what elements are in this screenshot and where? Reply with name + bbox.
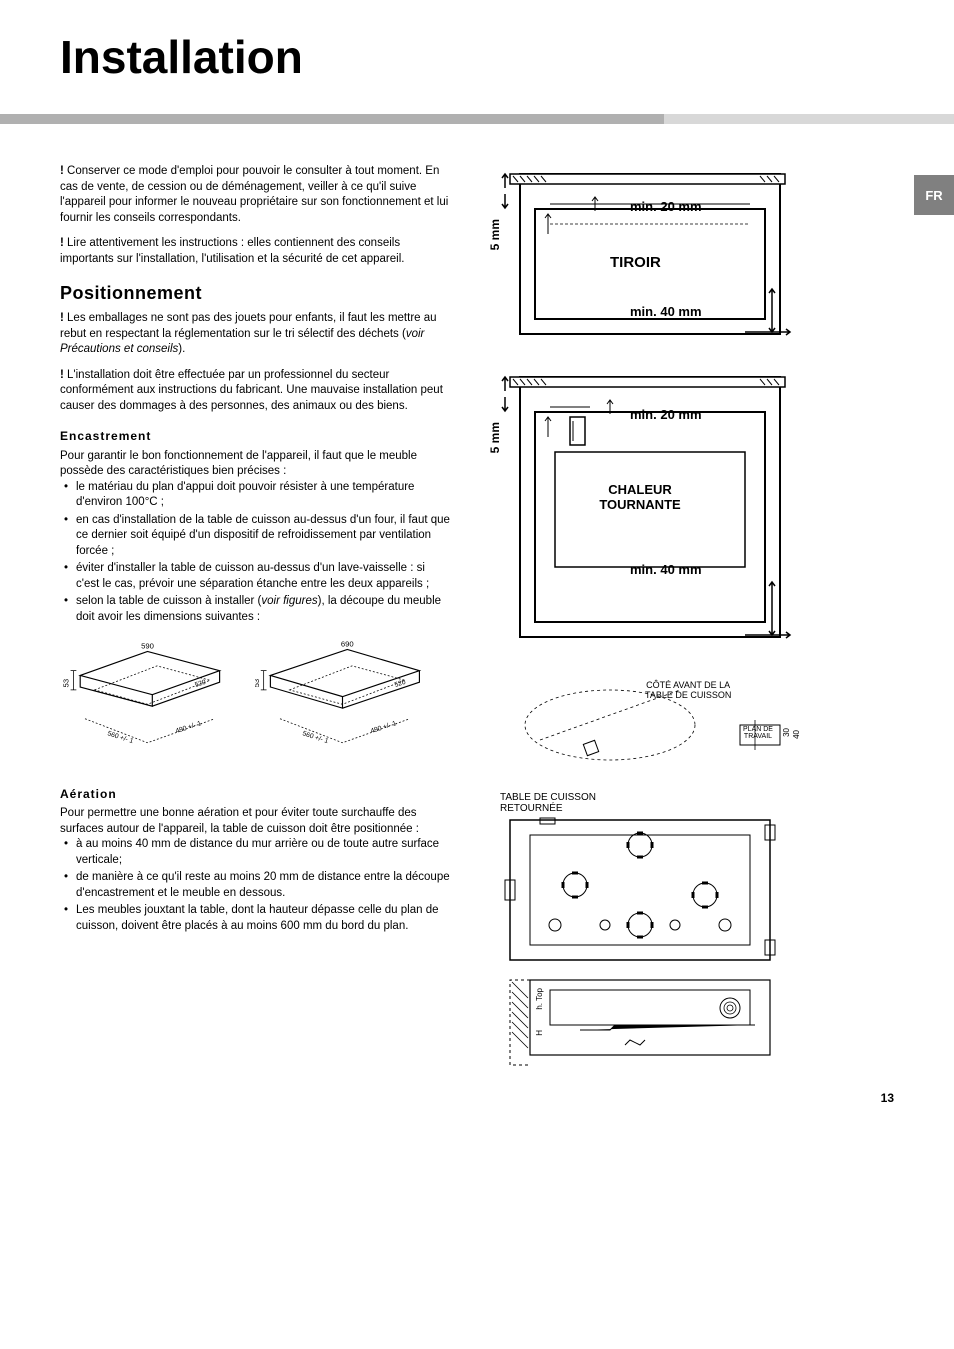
label-chaleur2: TOURNANTE [480, 497, 800, 512]
diagram-assembly: CÔTÉ AVANT DE LA TABLE DE CUISSON PLAN D… [480, 670, 840, 1075]
label-chaleur1: CHALEUR [480, 482, 800, 497]
list-item: en cas d'installation de la table de cui… [60, 513, 450, 560]
pos-p2: ! L'installation doit être effectuée par… [60, 368, 450, 415]
label-5mm: 5 mm [488, 422, 502, 453]
caption-table-1: TABLE DE CUISSON [500, 792, 596, 803]
label-tiroir: TIROIR [610, 254, 661, 271]
list-item: selon la table de cuisson à installer (v… [60, 594, 450, 625]
label-plan-travail: PLAN DE TRAVAIL [738, 726, 778, 740]
dim-side: 53 [62, 679, 71, 688]
list-item: de manière à ce qu'il reste au moins 20 … [60, 870, 450, 901]
dim-40: 40 [792, 730, 801, 739]
dim-top: 690 [341, 640, 354, 649]
label-5mm: 5 mm [488, 219, 502, 250]
dim-diagram-590: 590 53 520 560 +/- 1 490 +/- 1 [60, 637, 235, 768]
list-item: éviter d'installer la table de cuisson a… [60, 561, 450, 592]
enc-item4a: selon la table de cuisson à installer ( [76, 595, 261, 607]
label-min40: min. 40 mm [630, 304, 702, 319]
pos-p1: ! Les emballages ne sont pas des jouets … [60, 311, 450, 358]
left-column: ! Conserver ce mode d'emploi pour pouvoi… [60, 164, 450, 1085]
enc-intro: Pour garantir le bon fonctionnement de l… [60, 449, 450, 480]
label-min20: min. 20 mm [630, 407, 702, 422]
intro-p1-text: Conserver ce mode d'emploi pour pouvoir … [60, 165, 448, 224]
label-min40: min. 40 mm [630, 562, 702, 577]
heading-positionnement: Positionnement [60, 281, 450, 305]
dim-diagram-690: 690 53 520 560 +/- 1 490 +/- 1 [255, 637, 430, 768]
dim-cutw: 560 +/- 1 [301, 731, 329, 746]
pos-p2-text: L'installation doit être effectuée par u… [60, 369, 443, 412]
label-htop: h. Top [535, 988, 544, 1010]
caption-table-2: RETOURNÉE [500, 803, 596, 814]
list-item: à au moins 40 mm de distance du mur arri… [60, 837, 450, 868]
enc-list: le matériau du plan d'appui doit pouvoir… [60, 480, 450, 626]
dim-side: 53 [255, 679, 261, 688]
dimension-diagrams: 590 53 520 560 +/- 1 490 +/- 1 [60, 637, 450, 768]
pos-p1a: Les emballages ne sont pas des jouets po… [60, 312, 437, 340]
pos-p1b: ). [178, 343, 185, 355]
label-min20: min. 20 mm [630, 199, 702, 214]
dim-30: 30 [782, 728, 791, 737]
heading-aeration: Aération [60, 786, 450, 802]
label-cote-avant-1: CÔTÉ AVANT DE LA [645, 680, 731, 690]
intro-p1: ! Conserver ce mode d'emploi pour pouvoi… [60, 164, 450, 226]
diagram-tiroir: 5 mm min. 20 mm TIROIR min. 40 mm [480, 164, 840, 349]
right-column: 5 mm min. 20 mm TIROIR min. 40 mm [480, 164, 840, 1085]
list-item: Les meubles jouxtant la table, dont la h… [60, 903, 450, 934]
dim-top: 590 [141, 642, 154, 651]
dim-cutw: 560 +/- 1 [106, 731, 134, 746]
diagram-chaleur: 5 mm min. 20 mm CHALEUR TOURNANTE min. 4… [480, 367, 840, 652]
language-tab: FR [914, 175, 954, 215]
label-h: H [535, 1030, 544, 1036]
dim-cutd: 490 +/- 1 [175, 720, 203, 735]
intro-p2: ! Lire attentivement les instructions : … [60, 236, 450, 267]
label-cote-avant-2: TABLE DE CUISSON [645, 690, 731, 700]
page-number: 13 [881, 1091, 894, 1105]
intro-p2-text: Lire attentivement les instructions : el… [60, 237, 404, 265]
heading-encastrement: Encastrement [60, 428, 450, 444]
list-item: le matériau du plan d'appui doit pouvoir… [60, 480, 450, 511]
aer-list: à au moins 40 mm de distance du mur arri… [60, 837, 450, 934]
enc-item4-ref: voir figures [261, 595, 317, 607]
page-title: Installation [60, 30, 894, 84]
aer-intro: Pour permettre une bonne aération et pou… [60, 806, 450, 837]
dim-cutd: 490 +/- 1 [370, 720, 398, 735]
divider-bar [0, 114, 954, 124]
